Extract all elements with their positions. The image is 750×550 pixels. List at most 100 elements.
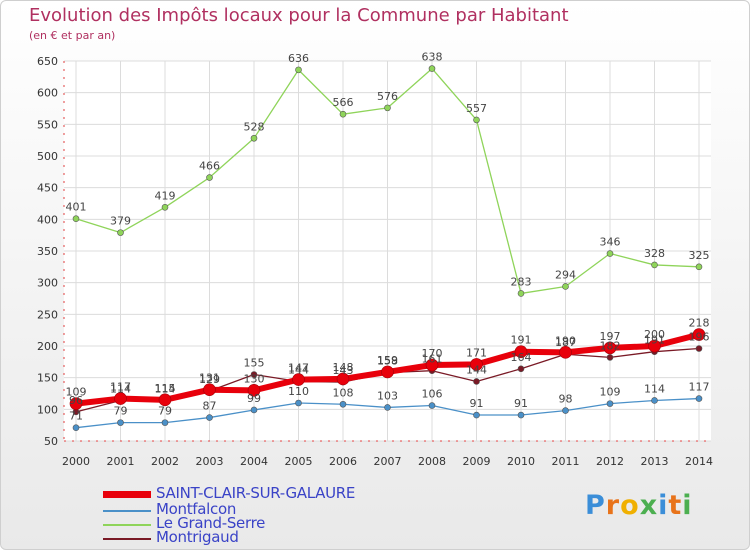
data-point bbox=[295, 66, 302, 74]
data-point bbox=[381, 365, 394, 379]
data-point bbox=[606, 400, 614, 407]
data-point bbox=[428, 402, 436, 409]
data-point bbox=[295, 399, 302, 407]
data-label: 147 bbox=[288, 362, 309, 375]
data-point bbox=[517, 365, 525, 373]
legend-label-montfalcon: Montfalcon bbox=[156, 500, 237, 518]
x-tick-label: 2006 bbox=[329, 455, 357, 468]
data-point bbox=[470, 358, 483, 371]
data-label: 79 bbox=[114, 405, 128, 418]
x-tick-label: 2007 bbox=[374, 455, 402, 468]
data-point bbox=[517, 290, 525, 297]
data-point bbox=[117, 229, 124, 236]
y-tick-label: 300 bbox=[37, 277, 58, 290]
data-label: 164 bbox=[511, 351, 532, 364]
data-label: 200 bbox=[644, 328, 665, 341]
data-point bbox=[651, 397, 658, 404]
data-label: 636 bbox=[288, 52, 309, 65]
y-tick-label: 450 bbox=[37, 182, 58, 195]
data-point bbox=[206, 414, 213, 421]
data-point bbox=[69, 397, 83, 410]
data-label: 96 bbox=[69, 394, 83, 407]
data-point bbox=[203, 383, 216, 397]
data-point bbox=[562, 407, 569, 414]
data-point bbox=[517, 411, 525, 419]
y-tick-label: 200 bbox=[37, 340, 58, 353]
y-tick-label: 250 bbox=[37, 308, 58, 321]
data-point bbox=[339, 400, 347, 408]
legend-label-le-grand-serre: Le Grand-Serre bbox=[156, 514, 266, 532]
x-tick-label: 2011 bbox=[552, 455, 580, 468]
chart-title: Evolution des Impôts locaux pour la Comm… bbox=[29, 5, 569, 26]
data-point bbox=[651, 261, 658, 269]
y-tick-label: 650 bbox=[37, 55, 58, 68]
data-point bbox=[114, 392, 127, 405]
data-label: 191 bbox=[644, 334, 665, 347]
logo-letter: i bbox=[658, 490, 669, 521]
data-label: 638 bbox=[422, 51, 443, 64]
y-tick-label: 500 bbox=[37, 150, 58, 163]
data-label: 110 bbox=[288, 385, 309, 398]
data-point bbox=[384, 104, 391, 112]
data-label: 114 bbox=[110, 382, 131, 395]
data-point bbox=[117, 419, 124, 426]
data-point bbox=[339, 110, 347, 118]
data-point bbox=[559, 346, 572, 359]
y-tick-label: 50 bbox=[44, 435, 58, 448]
data-label: 131 bbox=[199, 372, 220, 385]
data-label: 115 bbox=[155, 382, 176, 395]
data-label: 576 bbox=[377, 90, 398, 103]
x-tick-label: 2009 bbox=[463, 455, 491, 468]
legend-item-montrigaud: Montrigaud bbox=[103, 528, 423, 546]
data-label: 283 bbox=[511, 275, 532, 288]
data-label: 117 bbox=[110, 381, 131, 394]
x-tick-label: 2013 bbox=[641, 455, 669, 468]
legend-swatch-montrigaud bbox=[103, 538, 151, 540]
x-tick-label: 2005 bbox=[285, 455, 313, 468]
x-tick-label: 2002 bbox=[151, 455, 179, 468]
data-point bbox=[336, 372, 350, 386]
data-point bbox=[514, 345, 528, 359]
data-point bbox=[384, 404, 391, 411]
data-label: 161 bbox=[422, 353, 443, 366]
data-point bbox=[695, 263, 703, 271]
data-label: 143 bbox=[333, 364, 354, 377]
chart-subtitle: (en € et par an) bbox=[29, 29, 116, 42]
logo-letter: r bbox=[605, 490, 621, 521]
x-tick-label: 2012 bbox=[596, 455, 624, 468]
data-label: 218 bbox=[689, 317, 710, 330]
data-label: 557 bbox=[466, 102, 487, 115]
legend-item-montfalcon: Montfalcon bbox=[103, 500, 423, 518]
data-label: 71 bbox=[69, 410, 83, 423]
data-point bbox=[606, 250, 614, 257]
data-label: 144 bbox=[466, 363, 487, 376]
data-point bbox=[562, 283, 569, 290]
y-tick-label: 600 bbox=[37, 87, 58, 100]
data-label: 114 bbox=[644, 382, 665, 395]
data-label: 566 bbox=[333, 96, 354, 109]
y-tick-label: 400 bbox=[37, 213, 58, 226]
data-label: 419 bbox=[155, 189, 176, 202]
data-label: 379 bbox=[110, 215, 131, 228]
data-label: 346 bbox=[600, 236, 621, 249]
logo-letter: P bbox=[585, 490, 606, 521]
x-tick-label: 2000 bbox=[62, 455, 90, 468]
data-label: 190 bbox=[555, 334, 576, 347]
data-label: 528 bbox=[244, 120, 265, 133]
data-label: 191 bbox=[511, 334, 532, 347]
x-tick-label: 2004 bbox=[240, 455, 268, 468]
data-point bbox=[72, 424, 80, 432]
data-point bbox=[695, 345, 703, 352]
x-tick-label: 2008 bbox=[418, 455, 446, 468]
y-tick-label: 350 bbox=[37, 245, 58, 258]
data-label: 91 bbox=[514, 397, 528, 410]
data-point bbox=[648, 339, 661, 353]
data-point bbox=[206, 174, 213, 181]
data-label: 170 bbox=[422, 347, 443, 360]
y-tick-label: 550 bbox=[37, 118, 58, 131]
data-label: 99 bbox=[247, 392, 261, 405]
data-label: 87 bbox=[203, 400, 217, 413]
data-label: 325 bbox=[689, 249, 710, 262]
